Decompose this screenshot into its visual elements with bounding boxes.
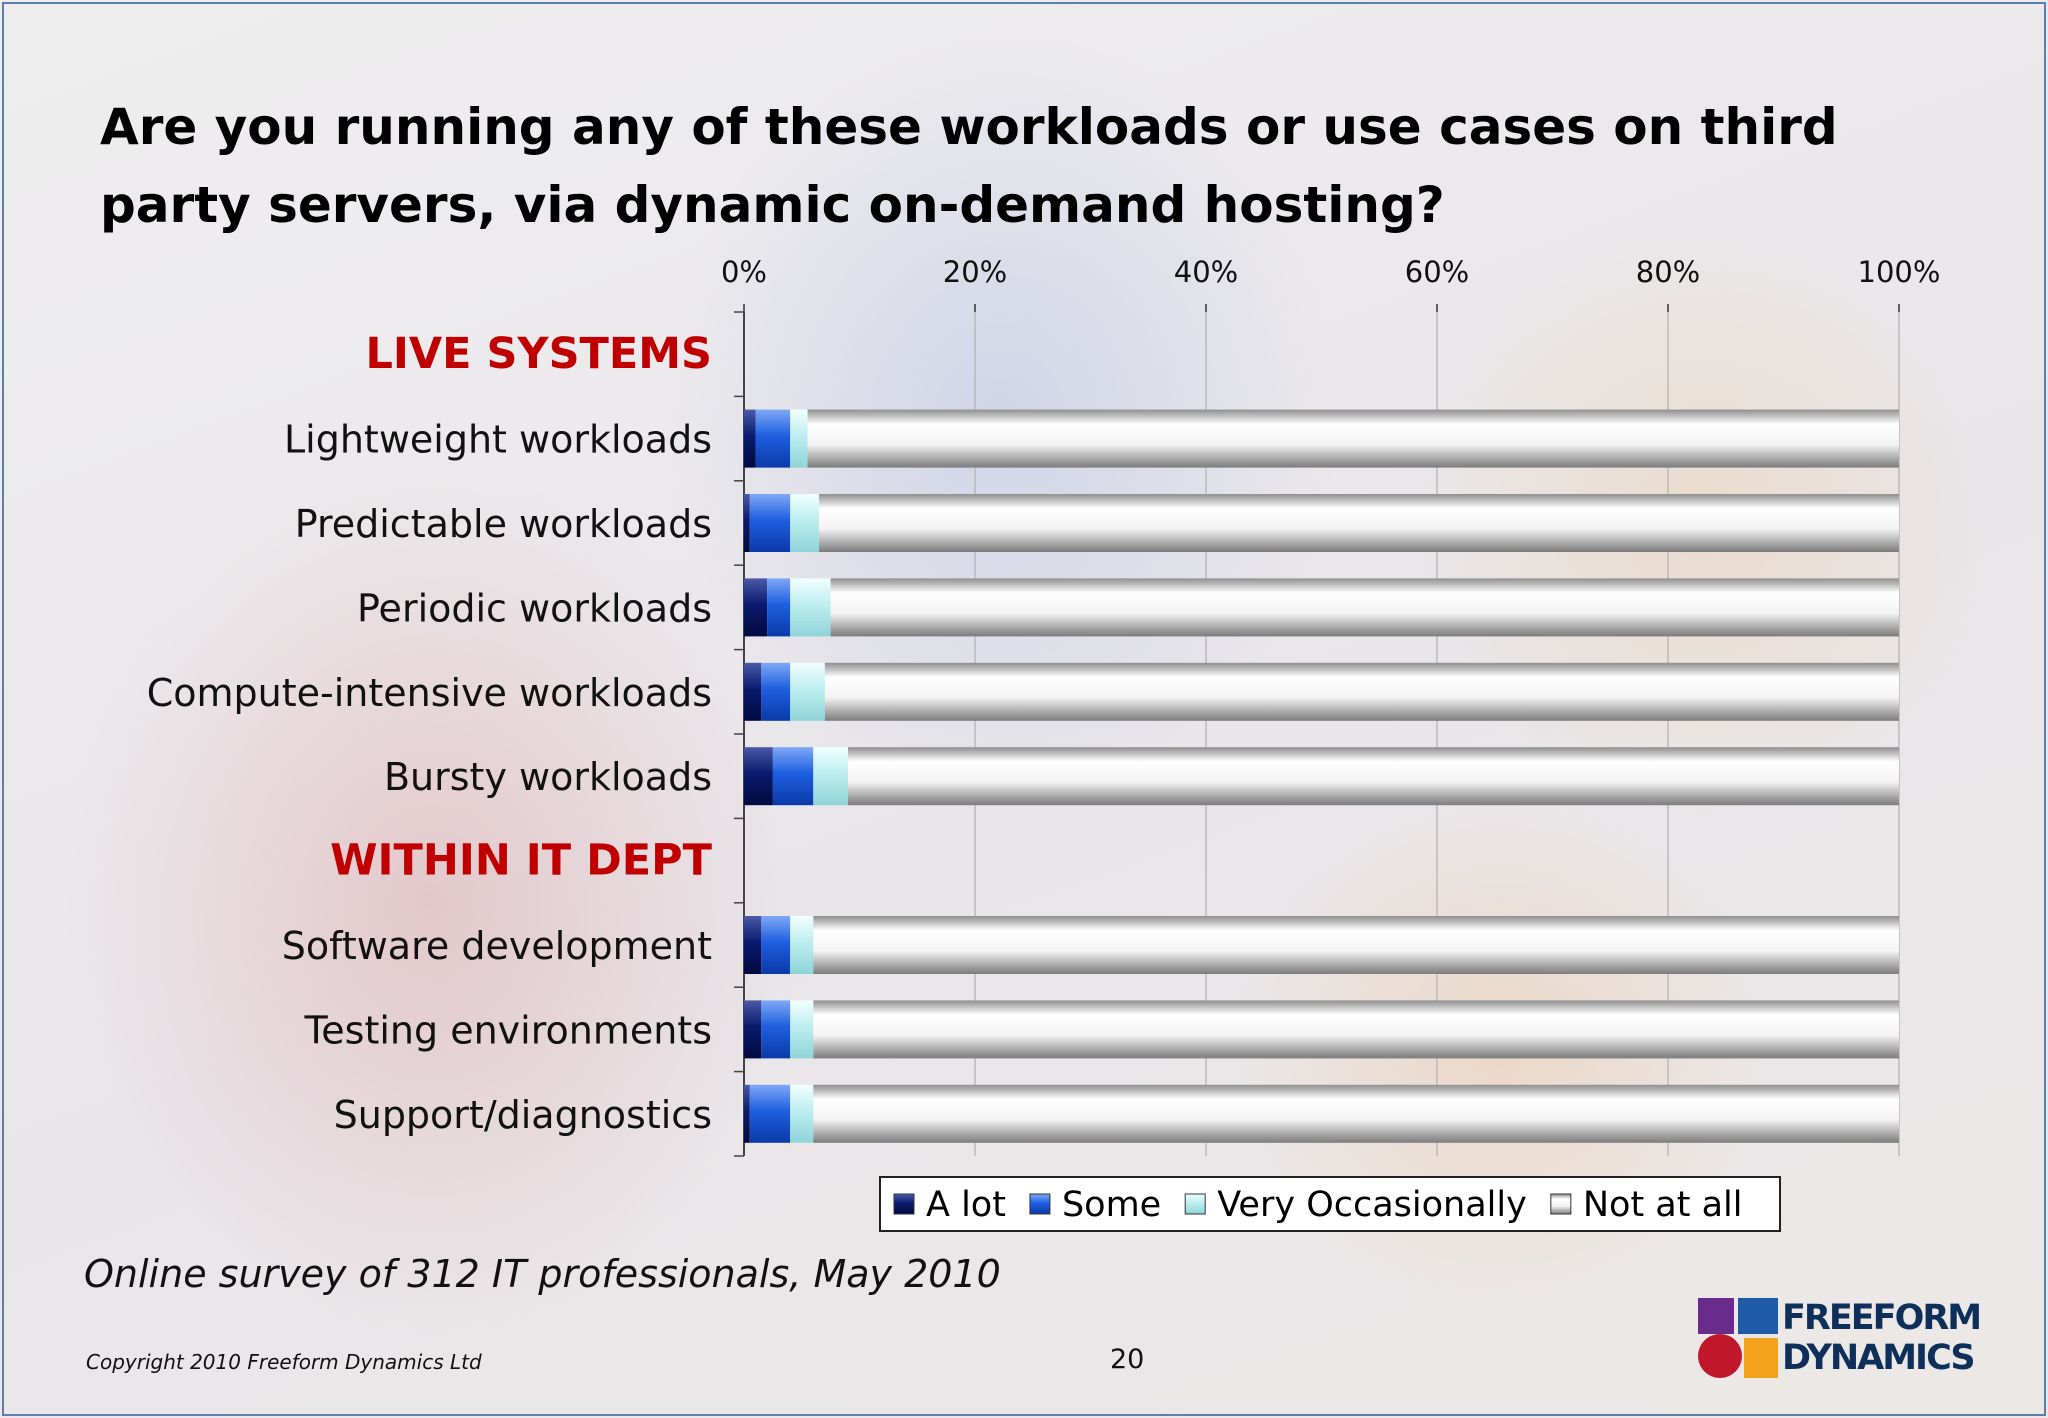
logo-line-2: DYNAMICS <box>1782 1338 1976 1378</box>
x-axis-ticks: 0% 20% 40% 60% 80% 100% <box>721 255 1940 312</box>
legend-swatch-not-at-all <box>1550 1193 1572 1215</box>
bar-segment-some <box>767 578 791 637</box>
bar-segment-very-occasionally <box>790 1084 814 1143</box>
bar-segment-not-at-all <box>813 1000 1899 1059</box>
x-tick-label: 20% <box>943 255 1007 289</box>
bar-segment-a-lot <box>744 747 773 806</box>
copyright-notice: Copyright 2010 Freeform Dynamics Ltd <box>86 1350 482 1374</box>
bar-segment-some <box>761 662 791 721</box>
bar-segment-not-at-all <box>819 494 1900 552</box>
bar-segment-some <box>761 916 791 974</box>
legend-swatch-very-occasionally <box>1184 1193 1206 1215</box>
legend-label: Not at all <box>1583 1185 1743 1225</box>
category-label: Periodic workloads <box>357 586 712 630</box>
bar-segment-not-at-all <box>830 578 1899 637</box>
bar-segment-a-lot <box>744 916 762 974</box>
x-tick-label: 40% <box>1174 255 1238 289</box>
bar-segment-some <box>749 1084 791 1143</box>
x-tick-label: 80% <box>1636 255 1700 289</box>
logo-wordmark: FREEFORM DYNAMICS <box>1782 1298 1982 1378</box>
bar-segment-a-lot <box>744 662 762 721</box>
bar-segment-a-lot <box>744 1084 750 1143</box>
x-tick-label: 0% <box>721 255 767 289</box>
bar-segment-very-occasionally <box>790 409 808 468</box>
bar-segment-very-occasionally <box>790 494 820 552</box>
logo-mark-icon <box>1698 1298 1778 1378</box>
bar-segment-some <box>755 409 791 468</box>
legend: A lot Some Very Occasionally Not at all <box>879 1176 1781 1232</box>
legend-swatch-some <box>1029 1193 1051 1215</box>
y-axis <box>734 311 745 1157</box>
category-label: Predictable workloads <box>295 502 712 546</box>
x-tick-label: 100% <box>1858 255 1941 289</box>
bar-segment-not-at-all <box>813 1084 1899 1143</box>
group-header-label: WITHIN IT DEPT <box>330 836 713 886</box>
category-label: Compute-intensive workloads <box>147 671 712 715</box>
group-header-label: LIVE SYSTEMS <box>365 329 712 379</box>
survey-footnote: Online survey of 312 IT professionals, M… <box>84 1252 1001 1296</box>
legend-label: Very Occasionally <box>1217 1185 1527 1225</box>
category-label: Support/diagnostics <box>334 1093 712 1137</box>
category-label: Software development <box>282 924 712 968</box>
legend-label: Some <box>1062 1185 1161 1225</box>
slide-title: Are you running any of these workloads o… <box>100 98 1838 234</box>
bar-segment-very-occasionally <box>790 916 814 974</box>
category-label: Testing environments <box>304 1008 712 1052</box>
bar-segment-some <box>772 747 814 806</box>
category-label: Bursty workloads <box>384 755 712 799</box>
bar-segment-a-lot <box>744 1000 762 1059</box>
bar-segment-not-at-all <box>807 409 1899 468</box>
page-number: 20 <box>1110 1344 1145 1375</box>
bar-segment-a-lot <box>744 409 756 468</box>
category-label: Lightweight workloads <box>284 418 712 462</box>
freeform-dynamics-logo: FREEFORM DYNAMICS <box>1698 1298 2004 1380</box>
bar-segment-a-lot <box>744 494 750 552</box>
bar-segment-very-occasionally <box>790 662 825 721</box>
bar-segment-not-at-all <box>813 916 1899 974</box>
bar-segment-very-occasionally <box>790 1000 814 1059</box>
bar-segment-very-occasionally <box>813 747 848 806</box>
bar-segment-some <box>749 494 791 552</box>
x-tick-label: 60% <box>1405 255 1469 289</box>
logo-line-1: FREEFORM <box>1782 1298 1982 1338</box>
bars <box>744 409 1900 1143</box>
legend-label: A lot <box>926 1185 1006 1225</box>
category-labels: LIVE SYSTEMS Lightweight workloads Predict… <box>147 329 713 1137</box>
bar-segment-not-at-all <box>847 747 1900 806</box>
bar-segment-some <box>761 1000 791 1059</box>
bar-segment-a-lot <box>744 578 768 637</box>
bar-segment-very-occasionally <box>790 578 831 637</box>
bar-segment-not-at-all <box>824 662 1899 721</box>
legend-swatch-a-lot <box>893 1193 915 1215</box>
